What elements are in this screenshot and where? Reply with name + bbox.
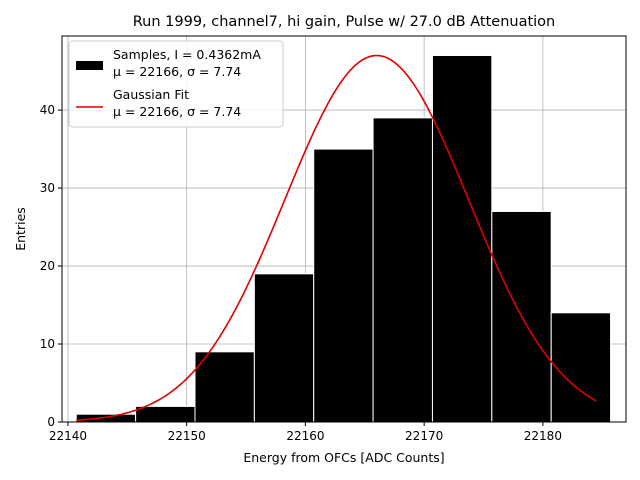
legend-label-fit: Gaussian Fit — [113, 87, 189, 102]
plot-frame — [61, 35, 627, 423]
histogram-bar — [194, 351, 255, 423]
y-tick-label: 10 — [40, 337, 55, 351]
histogram-bar — [75, 413, 137, 423]
x-tick-label: 22140 — [49, 429, 87, 443]
histogram-bar — [313, 148, 374, 423]
histogram-bar — [372, 117, 433, 423]
y-axis-label: Entries — [13, 207, 28, 251]
y-tick-label: 40 — [40, 103, 55, 117]
legend-label-samples: Samples, I = 0.4362mA — [113, 47, 261, 62]
gaussian-fit-line — [76, 54, 597, 422]
legend-sublabel-fit: μ = 22166, σ = 7.74 — [113, 104, 241, 119]
legend-swatch-samples — [76, 61, 103, 70]
x-axis-label: Energy from OFCs [ADC Counts] — [243, 450, 444, 465]
chart-title: Run 1999, channel7, hi gain, Pulse w/ 27… — [133, 14, 556, 30]
legend-box — [68, 40, 284, 128]
y-tick-label: 20 — [40, 259, 55, 273]
histogram-bar — [135, 405, 196, 423]
legend: Samples, I = 0.4362mA μ = 22166, σ = 7.7… — [68, 40, 284, 128]
histogram-bar — [550, 312, 612, 423]
legend-sublabel-samples: μ = 22166, σ = 7.74 — [113, 64, 241, 79]
x-tick-label: 22180 — [524, 429, 562, 443]
x-tick-label: 22170 — [405, 429, 443, 443]
histogram-bar — [253, 273, 315, 423]
axis-ticks: 22140 22150 22160 22170 22180 0 10 20 30 40 — [40, 103, 562, 443]
histogram-bar — [431, 54, 493, 423]
y-tick-label: 30 — [40, 181, 55, 195]
y-tick-label: 0 — [47, 415, 55, 429]
x-tick-label: 22150 — [168, 429, 206, 443]
x-tick-label: 22160 — [286, 429, 324, 443]
